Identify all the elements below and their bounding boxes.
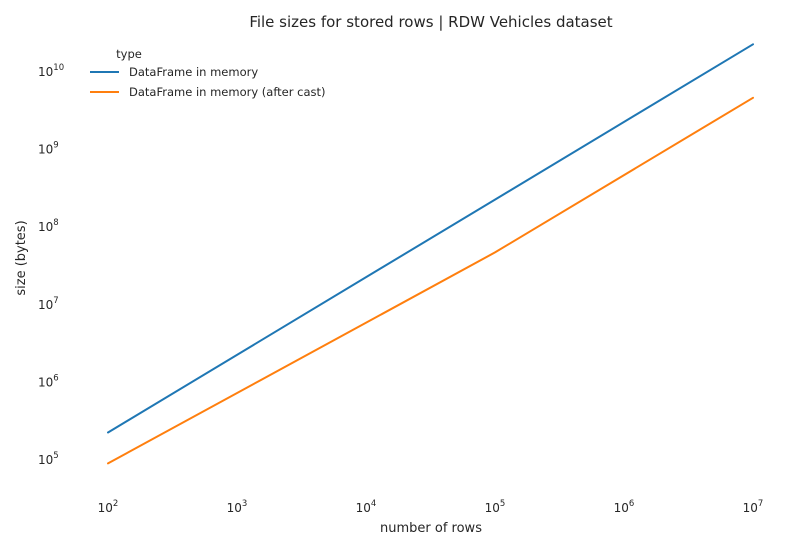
x-tick-label: 107 [743,499,764,515]
y-axis-label: size (bytes) [14,220,29,295]
y-tick-label: 106 [38,373,59,389]
y-tick-base: 10 [38,143,53,157]
series-line-1 [107,43,754,434]
x-tick-base: 10 [356,501,371,515]
y-tick-label: 109 [38,141,59,157]
plot-lines [107,43,754,465]
x-tick-exponent: 4 [371,499,376,509]
x-tick-base: 10 [227,501,242,515]
x-tick-exponent: 7 [758,499,763,509]
x-axis-ticks: 102 103 104 105 106 107 [98,499,764,515]
x-tick-label: 103 [227,499,248,515]
y-tick-base: 10 [38,65,53,79]
chart-title: File sizes for stored rows | RDW Vehicle… [249,13,612,31]
y-tick-exponent: 7 [53,296,58,306]
y-tick-label: 105 [38,451,59,467]
y-tick-base: 10 [38,220,53,234]
legend: type DataFrame in memory DataFrame in mem… [90,47,326,99]
x-tick-label: 102 [98,499,119,515]
x-axis-label: number of rows [380,521,482,536]
y-tick-base: 10 [38,453,53,467]
x-tick-exponent: 6 [629,499,634,509]
x-tick-base: 10 [485,501,500,515]
y-tick-base: 10 [38,375,53,389]
legend-label-2: DataFrame in memory (after cast) [129,85,326,99]
x-tick-exponent: 3 [242,499,247,509]
x-tick-label: 105 [485,499,506,515]
x-tick-label: 104 [356,499,377,515]
x-tick-base: 10 [98,501,113,515]
y-tick-label: 108 [38,218,59,234]
y-tick-label: 107 [38,296,59,312]
y-tick-base: 10 [38,298,53,312]
legend-title: type [116,47,142,61]
y-tick-exponent: 10 [53,63,64,73]
x-tick-label: 106 [614,499,635,515]
y-tick-exponent: 9 [53,141,58,151]
y-tick-label: 1010 [38,63,64,79]
y-tick-exponent: 6 [53,373,58,383]
x-tick-base: 10 [614,501,629,515]
y-tick-exponent: 5 [53,451,58,461]
x-tick-base: 10 [743,501,758,515]
legend-label-1: DataFrame in memory [129,65,258,79]
series-line-2 [107,96,754,465]
x-tick-exponent: 5 [500,499,505,509]
x-tick-exponent: 2 [113,499,118,509]
y-tick-exponent: 8 [53,218,58,228]
